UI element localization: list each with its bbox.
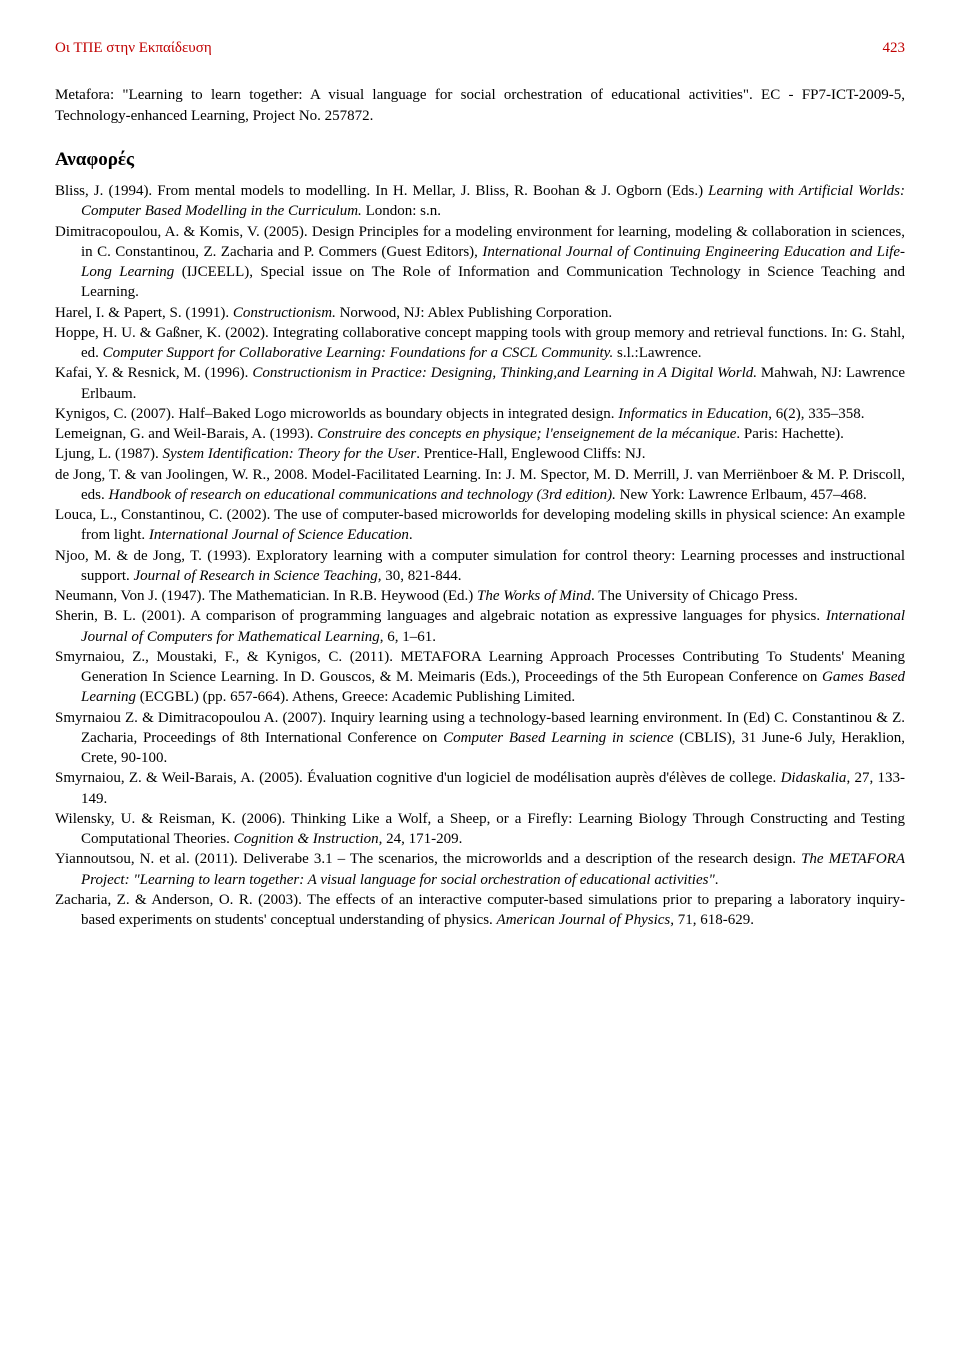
reference-item: Hoppe, H. U. & Gaßner, K. (2002). Integr… bbox=[55, 323, 905, 364]
reference-item: Njoo, M. & de Jong, T. (1993). Explorato… bbox=[55, 546, 905, 587]
reference-item: Kynigos, C. (2007). Half–Baked Logo micr… bbox=[55, 404, 905, 424]
reference-item: Dimitracopoulou, A. & Komis, V. (2005). … bbox=[55, 222, 905, 303]
reference-item: Ljung, L. (1987). System Identification:… bbox=[55, 444, 905, 464]
reference-item: Smyrnaiou, Z. & Weil-Barais, A. (2005). … bbox=[55, 768, 905, 809]
reference-item: Wilensky, U. & Reisman, K. (2006). Think… bbox=[55, 809, 905, 850]
reference-item: Louca, L., Constantinou, C. (2002). The … bbox=[55, 505, 905, 546]
page-header: Οι ΤΠΕ στην Εκπαίδευση 423 bbox=[55, 40, 905, 57]
reference-item: Kafai, Y. & Resnick, M. (1996). Construc… bbox=[55, 363, 905, 404]
reference-item: de Jong, T. & van Joolingen, W. R., 2008… bbox=[55, 465, 905, 506]
reference-item: Yiannoutsou, N. et al. (2011). Deliverab… bbox=[55, 849, 905, 890]
intro-paragraph: Metafora: "Learning to learn together: A… bbox=[55, 85, 905, 127]
page-number: 423 bbox=[883, 40, 906, 57]
reference-item: Sherin, B. L. (2001). A comparison of pr… bbox=[55, 606, 905, 647]
references-heading: Αναφορές bbox=[55, 149, 905, 171]
references-list: Bliss, J. (1994). From mental models to … bbox=[55, 181, 905, 930]
reference-item: Zacharia, Z. & Anderson, O. R. (2003). T… bbox=[55, 890, 905, 931]
reference-item: Lemeignan, G. and Weil-Barais, A. (1993)… bbox=[55, 424, 905, 444]
reference-item: Harel, I. & Papert, S. (1991). Construct… bbox=[55, 303, 905, 323]
header-title: Οι ΤΠΕ στην Εκπαίδευση bbox=[55, 40, 212, 57]
reference-item: Neumann, Von J. (1947). The Mathematicia… bbox=[55, 586, 905, 606]
reference-item: Smyrnaiou, Z., Moustaki, F., & Kynigos, … bbox=[55, 647, 905, 708]
reference-item: Smyrnaiou Z. & Dimitracopoulou A. (2007)… bbox=[55, 708, 905, 769]
reference-item: Bliss, J. (1994). From mental models to … bbox=[55, 181, 905, 222]
